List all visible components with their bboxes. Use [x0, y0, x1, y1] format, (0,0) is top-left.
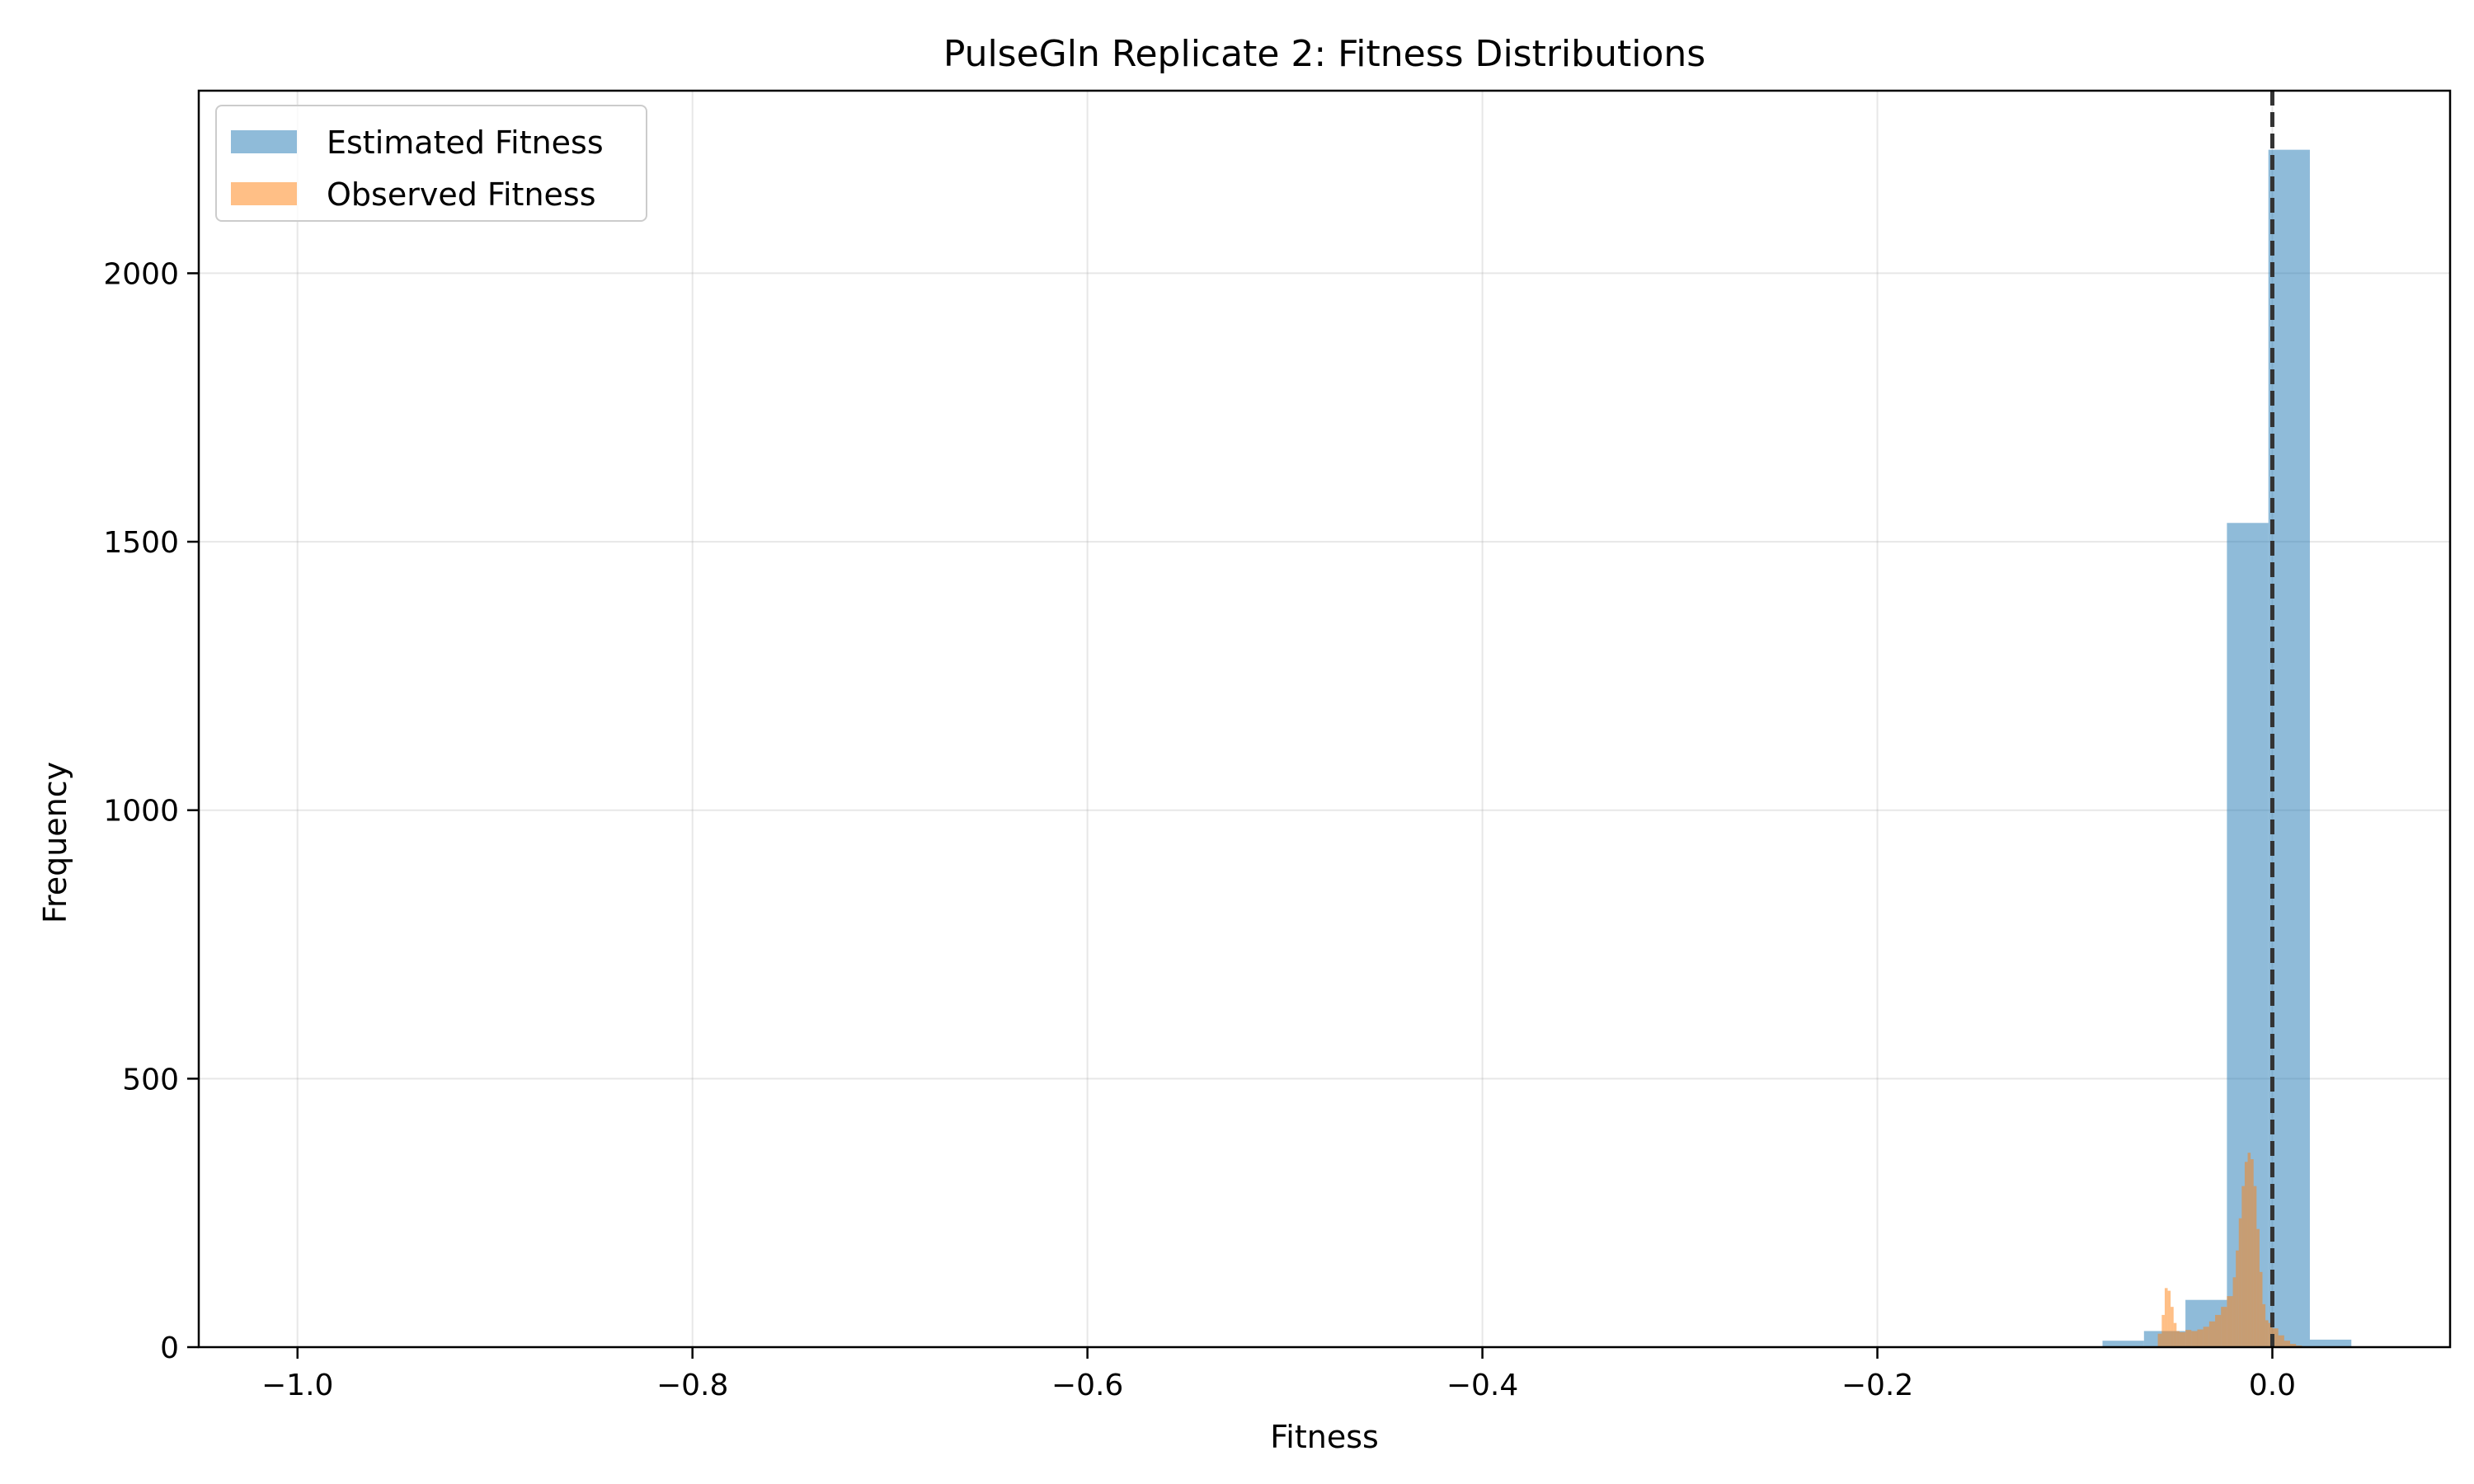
chart-title: PulseGln Replicate 2: Fitness Distributi… [943, 33, 1705, 75]
y-axis-label: Frequency [37, 762, 73, 923]
observed-fitness-bar [2221, 1307, 2227, 1347]
observed-fitness-bar [2185, 1330, 2192, 1347]
observed-fitness-bar [2236, 1250, 2239, 1347]
observed-fitness-bar [2272, 1328, 2279, 1347]
observed-fitness-bar [2179, 1331, 2186, 1347]
observed-fitness-bar [2227, 1296, 2233, 1347]
estimated-fitness-bars [2102, 149, 2352, 1348]
observed-fitness-bar [2262, 1303, 2266, 1347]
observed-fitness-bar [2253, 1186, 2257, 1347]
observed-fitness-bar [2176, 1331, 2180, 1347]
y-tick-label: 0 [160, 1331, 179, 1365]
estimated-fitness-bar [2309, 1339, 2352, 1347]
plot-frame [197, 89, 2452, 1349]
observed-fitness-bar [2251, 1159, 2254, 1347]
x-axis-label: Fitness [1270, 1419, 1379, 1455]
observed-fitness-bars [2157, 1153, 2302, 1347]
estimated-fitness-bar [2268, 149, 2310, 1348]
observed-fitness-bar [2161, 1314, 2165, 1347]
observed-fitness-bar [2157, 1333, 2162, 1347]
observed-fitness-bar [2191, 1331, 2198, 1347]
legend-label: Estimated Fitness [327, 124, 604, 161]
y-tick-label: 1000 [103, 795, 179, 829]
legend-box [215, 105, 647, 222]
y-tick-label: 1500 [103, 526, 179, 560]
x-tick-label: 0.0 [2249, 1369, 2296, 1402]
observed-fitness-bar [2208, 1321, 2216, 1347]
legend-swatch [231, 130, 297, 153]
x-tick-label: −0.8 [656, 1369, 728, 1402]
legend: Estimated Fitness Observed Fitness [215, 105, 647, 222]
observed-fitness-bar [2173, 1322, 2177, 1347]
legend-label: Observed Fitness [327, 176, 596, 213]
x-tick-label: −0.4 [1446, 1369, 1518, 1402]
x-tick-label: −0.2 [1841, 1369, 1913, 1402]
observed-fitness-bar [2259, 1271, 2263, 1347]
observed-fitness-bar [2203, 1327, 2209, 1347]
observed-fitness-bar [2167, 1290, 2171, 1347]
observed-fitness-bar [2256, 1228, 2260, 1347]
estimated-fitness-bar [2102, 1341, 2144, 1347]
observed-fitness-bar [2241, 1186, 2245, 1347]
observed-fitness-bar [2171, 1307, 2174, 1347]
observed-fitness-bar [2164, 1288, 2168, 1347]
x-axis: −1.0 −0.8 −0.6 −0.4 −0.2 0.0 [261, 1347, 2296, 1402]
y-tick-label: 500 [122, 1063, 179, 1097]
legend-swatch [231, 182, 297, 205]
observed-fitness-bar [2238, 1218, 2242, 1347]
observed-fitness-bar [2265, 1320, 2269, 1347]
observed-fitness-bar [2284, 1341, 2291, 1347]
observed-fitness-bar [2244, 1162, 2248, 1347]
y-tick-label: 2000 [103, 257, 179, 291]
x-tick-label: −0.6 [1051, 1369, 1123, 1402]
observed-fitness-bar [2278, 1335, 2284, 1347]
x-tick-label: −1.0 [261, 1369, 333, 1402]
observed-fitness-bar [2247, 1153, 2251, 1347]
observed-fitness-bar [2232, 1277, 2236, 1347]
observed-fitness-bar [2197, 1329, 2204, 1347]
observed-fitness-bar [2290, 1344, 2297, 1347]
y-axis: 0 500 1000 1500 2000 [103, 257, 199, 1365]
observed-fitness-bar [2215, 1314, 2222, 1347]
